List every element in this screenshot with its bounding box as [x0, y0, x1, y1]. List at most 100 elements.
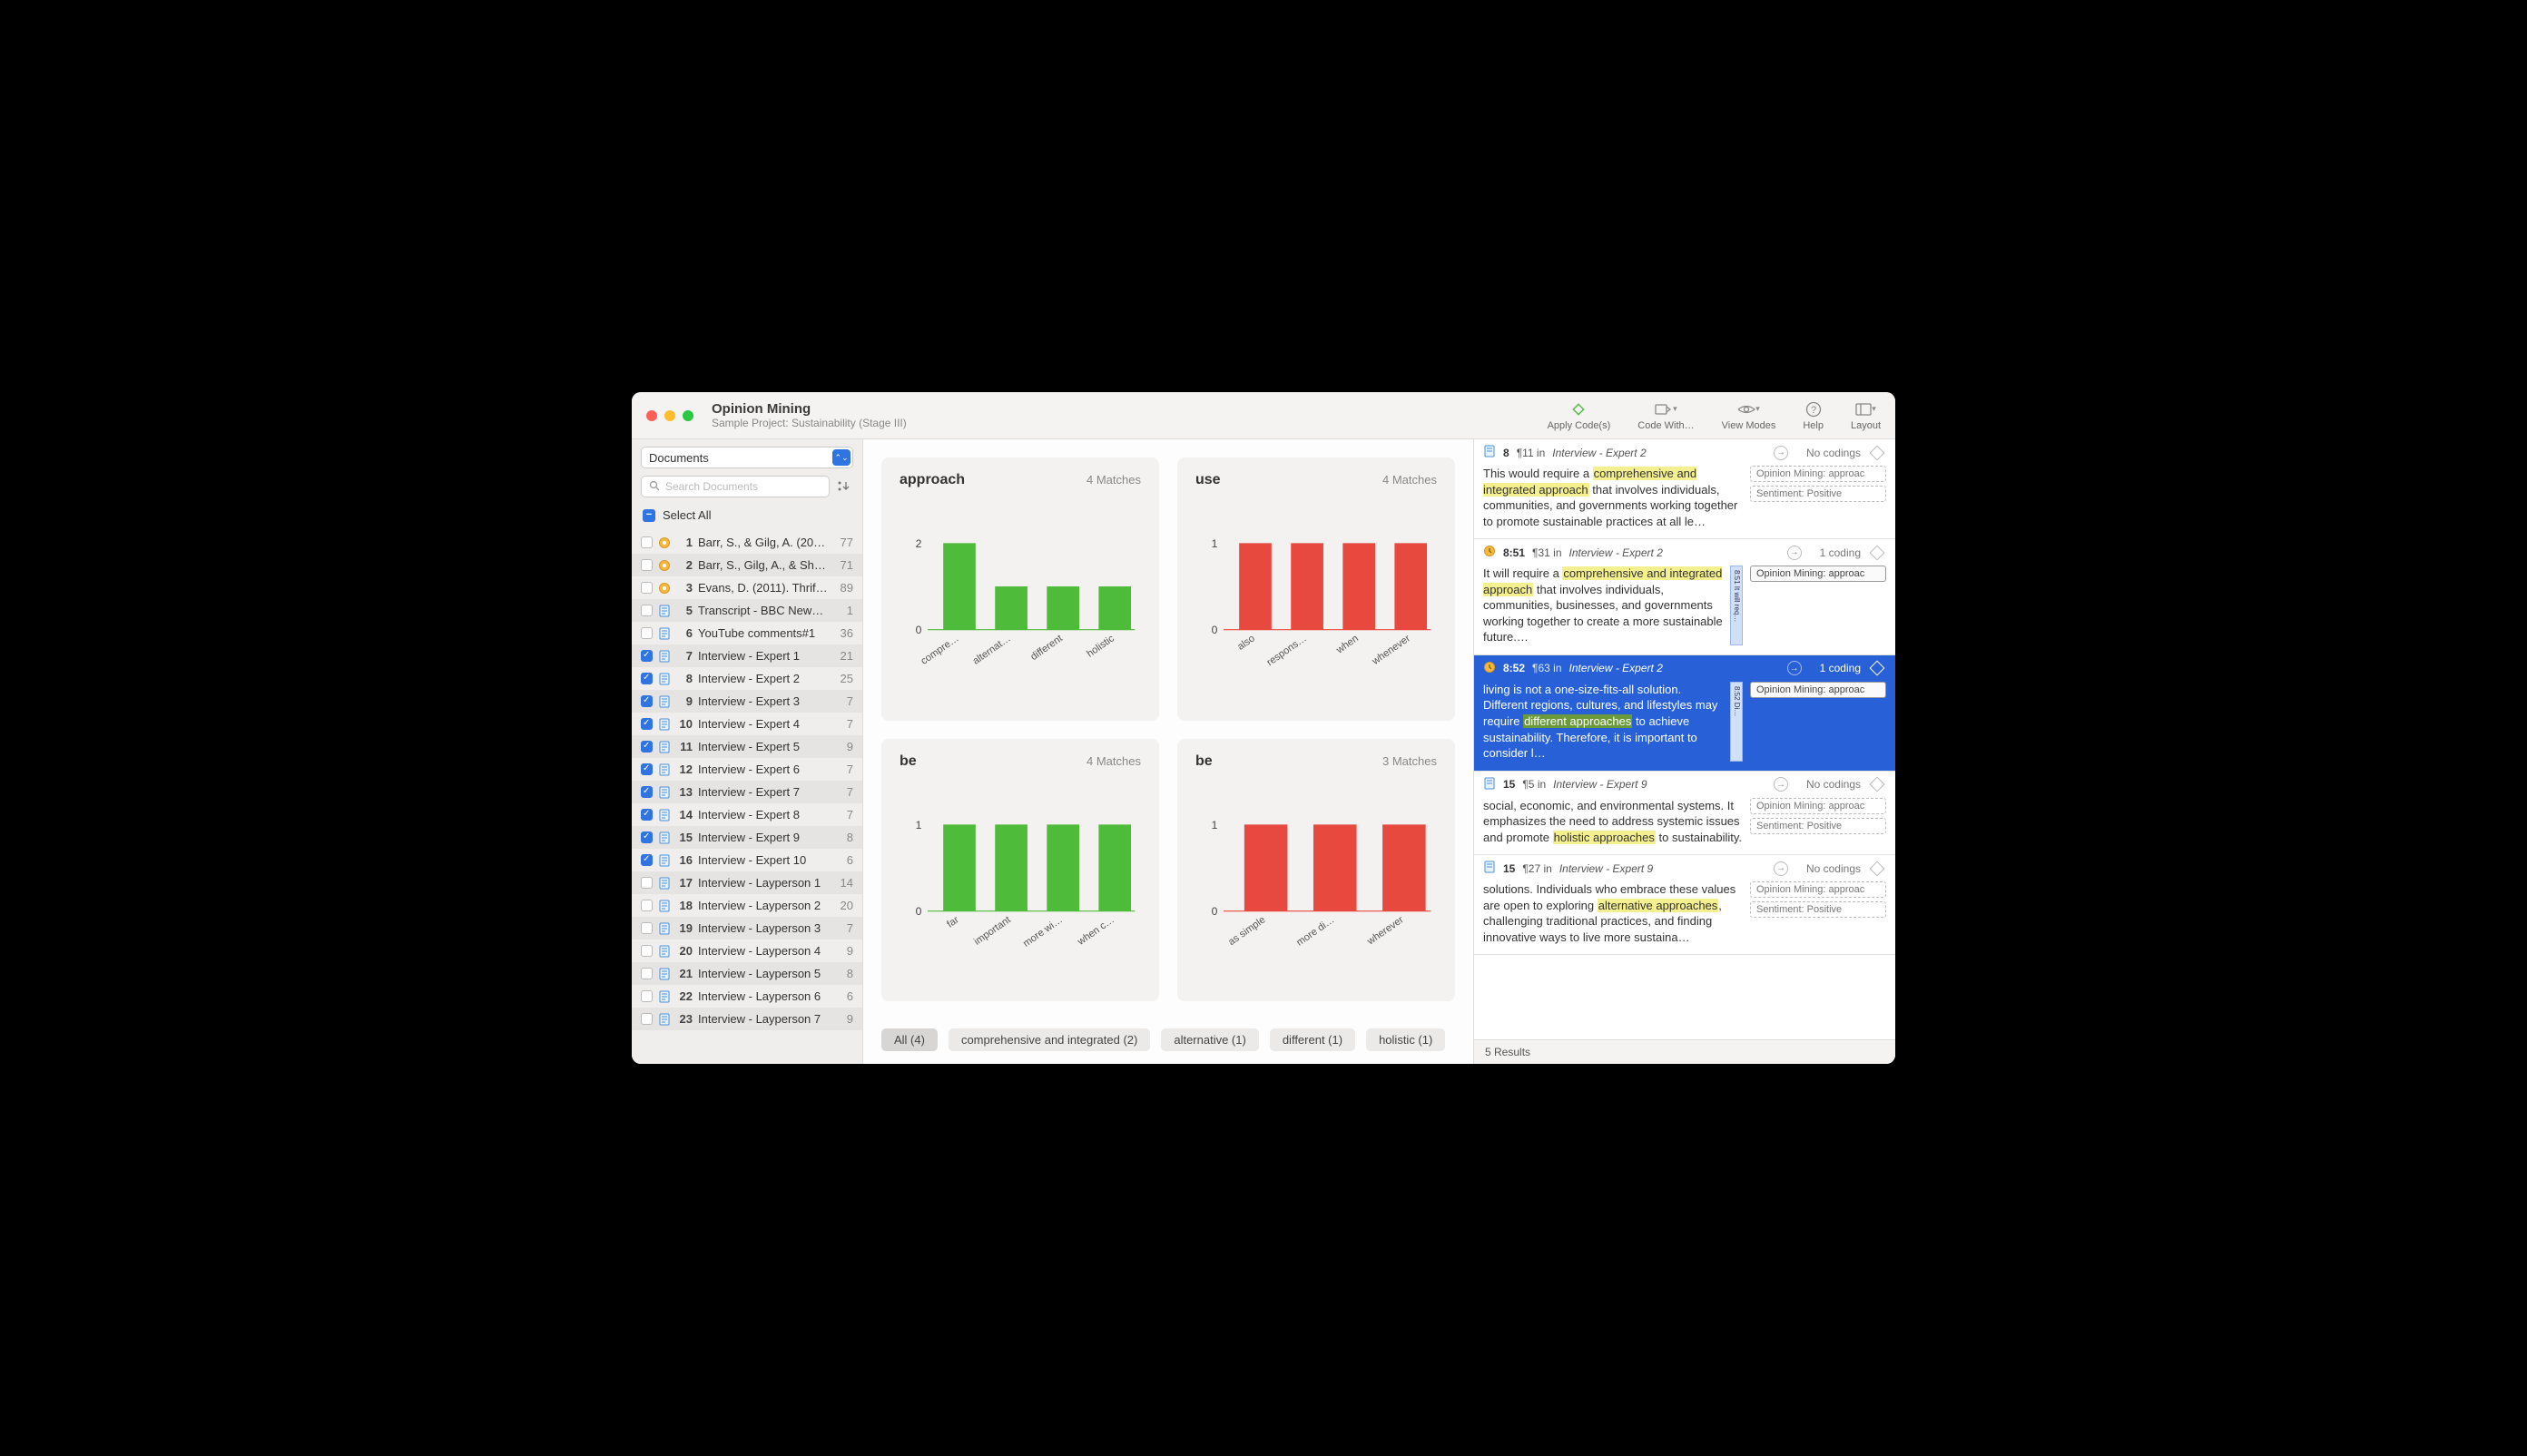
doc-row[interactable]: 14Interview - Expert 87 [632, 803, 862, 826]
minimize-icon[interactable] [664, 410, 675, 421]
doc-checkbox[interactable] [641, 763, 653, 775]
view-modes-button[interactable]: ▾ View Modes [1722, 400, 1776, 431]
chart-card[interactable]: be4 Matches01farimportantmore wi…when c… [881, 739, 1159, 1002]
doc-checkbox[interactable] [641, 718, 653, 730]
doc-row[interactable]: 19Interview - Layperson 37 [632, 917, 862, 940]
doc-row[interactable]: 12Interview - Expert 67 [632, 758, 862, 781]
window-controls [646, 410, 693, 421]
diamond-icon [1870, 777, 1885, 792]
document-icon [658, 854, 671, 867]
help-button[interactable]: ? Help [1803, 400, 1824, 431]
reference-icon [658, 559, 671, 572]
doc-checkbox[interactable] [641, 559, 653, 571]
doc-row[interactable]: 3Evans, D. (2011). Thrifty,…89 [632, 576, 862, 599]
document-icon [658, 877, 671, 890]
document-icon [658, 968, 671, 980]
svg-text:0: 0 [916, 905, 922, 918]
zoom-icon[interactable] [683, 410, 693, 421]
doc-checkbox[interactable] [641, 582, 653, 594]
filter-pill[interactable]: different (1) [1270, 1028, 1355, 1051]
doc-checkbox[interactable] [641, 786, 653, 798]
layout-icon: ▾ [1856, 400, 1874, 418]
doc-checkbox[interactable] [641, 877, 653, 889]
doc-row[interactable]: 16Interview - Expert 106 [632, 849, 862, 871]
doc-checkbox[interactable] [641, 922, 653, 934]
result-item[interactable]: 8:52¶63 inInterview - Expert 2→1 codingl… [1474, 655, 1895, 772]
doc-checkbox[interactable] [641, 650, 653, 662]
filter-pill[interactable]: alternative (1) [1161, 1028, 1258, 1051]
close-icon[interactable] [646, 410, 657, 421]
search-input[interactable]: Search Documents [641, 476, 830, 497]
doc-row[interactable]: 15Interview - Expert 98 [632, 826, 862, 849]
doc-row[interactable]: 2Barr, S., Gilg, A., & Shaw…71 [632, 554, 862, 576]
doc-row[interactable]: 7Interview - Expert 121 [632, 644, 862, 667]
doc-checkbox[interactable] [641, 673, 653, 684]
goto-icon[interactable]: → [1774, 446, 1788, 460]
doc-checkbox[interactable] [641, 605, 653, 616]
chart-card[interactable]: be3 Matches01as simplemore di…wherever [1177, 739, 1455, 1002]
code-tag[interactable]: Sentiment: Positive [1750, 486, 1886, 502]
doc-checkbox[interactable] [641, 900, 653, 911]
doc-row[interactable]: 13Interview - Expert 77 [632, 781, 862, 803]
doc-row[interactable]: 23Interview - Layperson 79 [632, 1008, 862, 1030]
code-tag[interactable]: Sentiment: Positive [1750, 818, 1886, 834]
layout-button[interactable]: ▾ Layout [1851, 400, 1881, 431]
code-tag[interactable]: Opinion Mining: approac [1750, 466, 1886, 482]
svg-text:different: different [1028, 633, 1065, 663]
result-item[interactable]: 8:51¶31 inInterview - Expert 2→1 coding … [1474, 539, 1895, 655]
window-subtitle: Sample Project: Sustainability (Stage II… [712, 417, 907, 429]
doc-row[interactable]: 17Interview - Layperson 114 [632, 871, 862, 894]
doc-row[interactable]: 20Interview - Layperson 49 [632, 940, 862, 962]
apply-codes-button[interactable]: Apply Code(s) [1548, 400, 1611, 431]
doc-row[interactable]: 18Interview - Layperson 220 [632, 894, 862, 917]
document-selector[interactable]: Documents ⌃⌄ [641, 447, 853, 468]
goto-icon[interactable]: → [1774, 861, 1788, 876]
result-item[interactable]: 15¶27 inInterview - Expert 9→No codingss… [1474, 855, 1895, 955]
doc-row[interactable]: 6YouTube comments#136 [632, 622, 862, 644]
doc-checkbox[interactable] [641, 809, 653, 821]
code-tag[interactable]: Sentiment: Positive [1750, 901, 1886, 918]
filter-pill[interactable]: comprehensive and integrated (2) [949, 1028, 1150, 1051]
doc-checkbox[interactable] [641, 831, 653, 843]
doc-checkbox[interactable] [641, 854, 653, 866]
code-tag[interactable]: Opinion Mining: approac [1750, 798, 1886, 814]
doc-row[interactable]: 21Interview - Layperson 58 [632, 962, 862, 985]
doc-checkbox[interactable] [641, 741, 653, 753]
code-tag[interactable]: Opinion Mining: approac [1750, 881, 1886, 898]
chart-card[interactable]: use4 Matches01alsorespons…whenwhenever [1177, 457, 1455, 721]
doc-checkbox[interactable] [641, 695, 653, 707]
result-item[interactable]: 15¶5 inInterview - Expert 9→No codingsso… [1474, 772, 1895, 856]
code-tag[interactable]: Opinion Mining: approac [1750, 682, 1886, 698]
doc-row[interactable]: 8Interview - Expert 225 [632, 667, 862, 690]
filter-pill[interactable]: holistic (1) [1366, 1028, 1445, 1051]
chart-card[interactable]: approach4 Matches02compre…alternat…diffe… [881, 457, 1159, 721]
results-panel: 8¶11 inInterview - Expert 2→No codingsTh… [1473, 439, 1895, 1064]
chevron-updown-icon: ⌃⌄ [832, 449, 851, 466]
svg-text:0: 0 [916, 624, 922, 636]
select-all-button[interactable]: − Select All [632, 505, 862, 526]
chart-matches: 4 Matches [1087, 754, 1141, 768]
doc-checkbox[interactable] [641, 627, 653, 639]
doc-checkbox[interactable] [641, 536, 653, 548]
doc-checkbox[interactable] [641, 968, 653, 979]
doc-row[interactable]: 11Interview - Expert 59 [632, 735, 862, 758]
code-with-button[interactable]: ▾ Code With… [1637, 400, 1694, 431]
doc-row[interactable]: 9Interview - Expert 37 [632, 690, 862, 713]
chart-title: use [1195, 472, 1221, 488]
doc-row[interactable]: 5Transcript - BBC News. (…1 [632, 599, 862, 622]
doc-row[interactable]: 22Interview - Layperson 66 [632, 985, 862, 1008]
doc-checkbox[interactable] [641, 990, 653, 1002]
filter-pill[interactable]: All (4) [881, 1028, 938, 1051]
goto-icon[interactable]: → [1774, 777, 1788, 792]
document-icon [658, 831, 671, 844]
doc-checkbox[interactable] [641, 1013, 653, 1025]
doc-row[interactable]: 1Barr, S., & Gilg, A. (200…77 [632, 531, 862, 554]
doc-checkbox[interactable] [641, 945, 653, 957]
code-tag[interactable]: Opinion Mining: approac [1750, 566, 1886, 582]
result-item[interactable]: 8¶11 inInterview - Expert 2→No codingsTh… [1474, 439, 1895, 539]
goto-icon[interactable]: → [1787, 546, 1802, 560]
sort-button[interactable] [835, 477, 853, 496]
help-icon: ? [1804, 400, 1823, 418]
goto-icon[interactable]: → [1787, 661, 1802, 675]
doc-row[interactable]: 10Interview - Expert 47 [632, 713, 862, 735]
